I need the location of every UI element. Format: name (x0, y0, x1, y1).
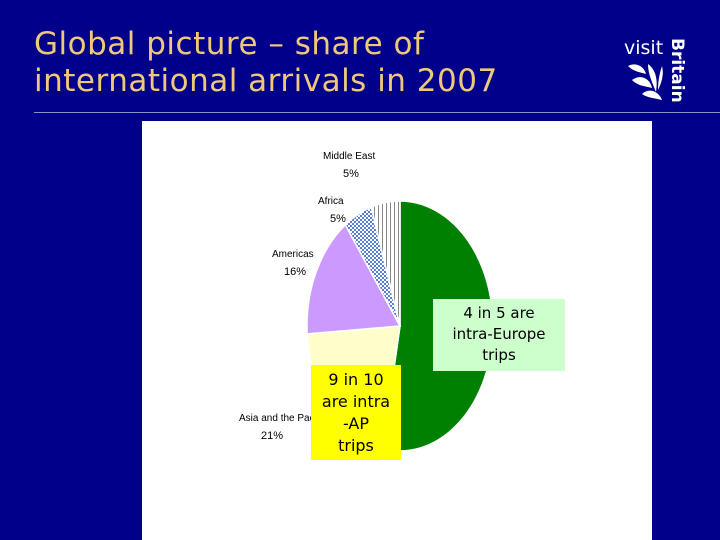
title-line-1: Global picture – share of (34, 26, 425, 62)
chart-panel: Asia and the Pacific 21% Americas 16% Africa… (142, 121, 652, 540)
callout-europe-line-3: trips (482, 346, 516, 364)
slice-label-middle-east: Middle East (323, 151, 375, 162)
slice-label-africa: Africa (318, 196, 344, 207)
callout-europe-line-2: intra-Europe (452, 325, 546, 343)
title-rule (34, 112, 720, 113)
pie-slice-middle-east (370, 200, 401, 327)
callout-ap-line-2: are intra (321, 392, 391, 411)
visitbritain-logo: visit Britain (624, 37, 687, 103)
slice-pct-middle-east: 5% (343, 168, 359, 180)
slice-pct-asia-and-the-pacific: 21% (261, 430, 283, 442)
pie-chart: Asia and the Pacific 21% Americas 16% Africa… (239, 151, 494, 452)
title-line-2: international arrivals in 2007 (34, 63, 498, 99)
slide-title: Global picture – share of international … (34, 26, 498, 100)
slice-pct-americas: 16% (284, 266, 306, 278)
slice-pct-africa: 5% (330, 213, 346, 225)
pie-slice-americas (306, 223, 402, 335)
callout-intra-ap: 9 in 10 are intra -AP trips (311, 365, 401, 460)
callout-ap-line-1: 9 in 10 (328, 370, 384, 389)
callout-ap-line-3: -AP (342, 414, 369, 433)
logo-flourish-icon (628, 64, 663, 100)
slice-label-americas: Americas (272, 249, 314, 260)
logo-word-britain: Britain (667, 38, 687, 103)
callout-intra-europe: 4 in 5 are intra-Europe trips (433, 299, 565, 371)
callout-europe-line-1: 4 in 5 are (463, 304, 535, 322)
slice-label-asia-and-the-pacific: Asia and the Pacific (239, 413, 327, 424)
logo-word-visit: visit (624, 37, 663, 59)
callout-ap-line-4: trips (338, 436, 374, 455)
